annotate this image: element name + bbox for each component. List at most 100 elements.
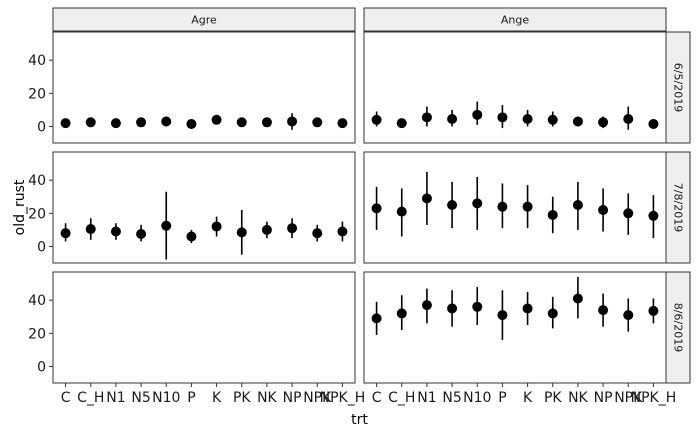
data-point xyxy=(261,117,272,128)
panel-border xyxy=(52,31,356,144)
data-point xyxy=(287,116,298,127)
x-axis-title: trt xyxy=(351,412,368,428)
x-tick-label: NPK xyxy=(303,390,332,406)
panel-border xyxy=(363,271,667,384)
x-tick-label: P xyxy=(498,390,506,406)
panel-border xyxy=(52,271,356,384)
data-point xyxy=(572,200,583,211)
data-point xyxy=(522,201,533,212)
data-point xyxy=(472,198,483,209)
y-tick-label: 20 xyxy=(28,326,46,342)
data-point xyxy=(598,204,609,215)
data-point xyxy=(623,310,634,321)
y-tick-label: 40 xyxy=(28,173,46,189)
data-point xyxy=(85,117,96,128)
x-tick-label: C_H xyxy=(77,390,104,406)
data-point xyxy=(371,313,382,324)
data-point xyxy=(110,226,121,237)
y-axis-title: old_rust xyxy=(12,179,28,235)
data-point xyxy=(312,117,323,128)
data-point xyxy=(547,308,558,319)
y-tick-label: 0 xyxy=(37,239,46,255)
data-point xyxy=(447,200,458,211)
data-point xyxy=(60,118,71,129)
data-point xyxy=(396,206,407,217)
x-tick-label: K xyxy=(523,390,533,406)
data-point xyxy=(186,231,197,242)
data-point xyxy=(572,116,583,127)
row-strip xyxy=(665,31,691,144)
column-strip-agre xyxy=(52,7,356,32)
data-point xyxy=(623,113,634,124)
x-tick-label: NK xyxy=(257,390,277,406)
row-strip-label: 7/8/2019 xyxy=(672,183,685,232)
data-point xyxy=(447,303,458,314)
data-point xyxy=(648,118,659,129)
data-point xyxy=(161,220,172,231)
y-tick-label: 0 xyxy=(37,119,46,135)
data-point xyxy=(312,228,323,239)
data-point xyxy=(598,117,609,128)
data-point xyxy=(447,113,458,124)
data-point xyxy=(211,221,222,232)
row-strip xyxy=(665,271,691,384)
data-point xyxy=(421,112,432,123)
x-tick-label: NP xyxy=(594,390,613,406)
data-point xyxy=(421,193,432,204)
data-point xyxy=(497,112,508,123)
data-point xyxy=(136,229,147,240)
data-point xyxy=(236,117,247,128)
data-point xyxy=(371,114,382,125)
data-point xyxy=(497,201,508,212)
row-strip-label: 6/5/2019 xyxy=(672,63,685,112)
x-tick-label: N10 xyxy=(152,390,180,406)
x-tick-label: NK xyxy=(568,390,588,406)
data-point xyxy=(547,209,558,220)
data-point xyxy=(572,293,583,304)
data-point xyxy=(522,113,533,124)
panel-border xyxy=(363,31,667,144)
row-strip-label: 8/6/2019 xyxy=(672,303,685,352)
data-point xyxy=(211,114,222,125)
data-point xyxy=(236,227,247,238)
x-tick-label: PK xyxy=(233,390,251,406)
x-tick-label: P xyxy=(187,390,195,406)
data-point xyxy=(337,118,348,129)
data-point xyxy=(287,223,298,234)
data-point xyxy=(261,224,272,235)
x-tick-label: N5 xyxy=(131,390,150,406)
x-tick-label: K xyxy=(212,390,222,406)
data-point xyxy=(396,118,407,129)
data-point xyxy=(522,303,533,314)
y-tick-label: 0 xyxy=(37,359,46,375)
data-point xyxy=(623,208,634,219)
data-point xyxy=(547,114,558,125)
column-strip-ange xyxy=(363,7,667,32)
x-tick-label: NP xyxy=(283,390,302,406)
x-tick-label: N5 xyxy=(442,390,461,406)
column-strip-label: Ange xyxy=(501,14,529,27)
panel-border xyxy=(363,151,667,264)
x-tick-label: N1 xyxy=(106,390,125,406)
x-tick-label: NPK_H xyxy=(631,390,677,406)
x-tick-label: PK xyxy=(544,390,562,406)
data-point xyxy=(136,117,147,128)
y-tick-label: 40 xyxy=(28,53,46,69)
y-tick-label: 20 xyxy=(28,206,46,222)
x-tick-label: C xyxy=(61,390,71,406)
data-point xyxy=(161,116,172,127)
data-point xyxy=(421,300,432,311)
data-point xyxy=(648,210,659,221)
data-point xyxy=(371,203,382,214)
data-point xyxy=(598,305,609,316)
data-point xyxy=(497,310,508,321)
column-strip-label: Agre xyxy=(191,14,217,27)
data-point xyxy=(85,224,96,235)
data-point xyxy=(472,301,483,312)
x-tick-label: NPK_H xyxy=(320,390,366,406)
data-point xyxy=(472,109,483,120)
data-point xyxy=(396,308,407,319)
x-tick-label: NPK xyxy=(614,390,643,406)
y-tick-label: 40 xyxy=(28,293,46,309)
